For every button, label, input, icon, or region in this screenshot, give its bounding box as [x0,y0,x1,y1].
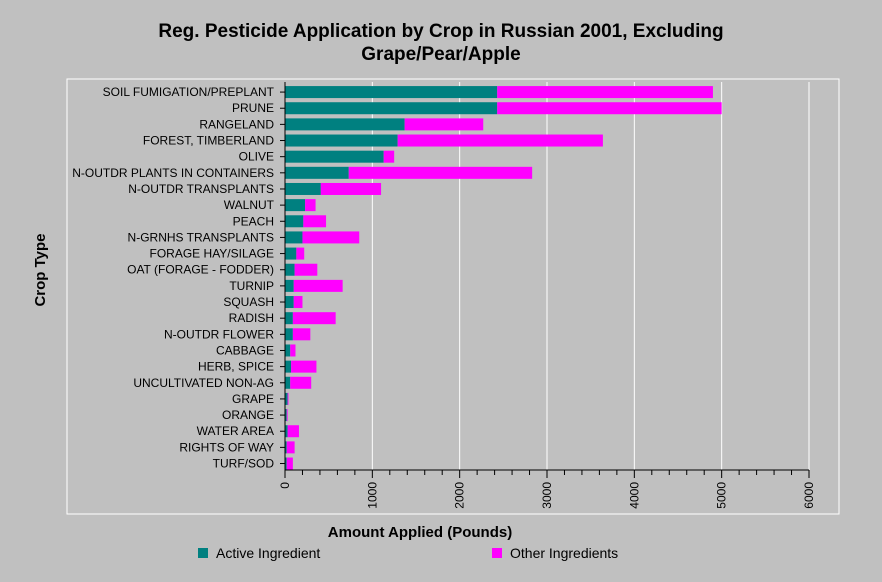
gridlines [371,82,810,470]
x-axis-label: Amount Applied (Pounds) [328,524,512,541]
bar-other-0 [497,86,713,99]
category-label: WALNUT [224,198,275,212]
category-label: UNCULTIVATED NON-AG [133,376,274,390]
legend: Active Ingredient Other Ingredients [0,545,882,565]
bar-active-23 [285,457,287,470]
axes [280,82,810,478]
x-tick-label: 1000 [365,482,379,509]
bar-other-7 [305,199,316,212]
category-label: SOIL FUMIGATION/PREPLANT [103,85,275,99]
x-tick-label: 2000 [453,482,467,509]
category-label: RADISH [229,311,274,325]
category-label: WATER AREA [197,424,274,438]
bar-active-22 [285,441,287,454]
category-label: N-OUTDR PLANTS IN CONTAINERS [72,166,274,180]
category-labels: SOIL FUMIGATION/PREPLANT PRUNE RANGELAND FO… [72,85,274,470]
bar-other-10 [296,247,305,260]
bar-active-13 [285,296,294,309]
bar-other-5 [348,166,533,179]
category-label: PEACH [233,214,274,228]
bar-active-4 [285,150,384,163]
category-label: RANGELAND [199,117,274,131]
category-label: N-GRNHS TRANSPLANTS [128,230,274,244]
legend-label-active: Active Ingredient [216,545,321,561]
bar-active-5 [285,166,349,179]
category-label: HERB, SPICE [198,360,274,374]
category-label: RIGHTS OF WAY [179,440,274,454]
bar-other-17 [291,360,317,373]
bar-other-16 [290,344,296,357]
x-tick-label: 6000 [802,482,816,509]
x-tick-labels: 0 1000 2000 3000 4000 5000 6000 [278,482,816,509]
chart-title: Reg. Pesticide Application by Crop in Ru… [0,20,882,66]
bar-active-1 [285,102,498,115]
legend-item-active: Active Ingredient [198,545,320,561]
category-label: N-OUTDR FLOWER [164,327,274,341]
bar-active-21 [285,425,288,438]
bar-active-17 [285,360,292,373]
y-axis-label: Crop Type [32,233,49,306]
bar-other-14 [292,312,336,325]
bar-other-4 [383,150,395,163]
bar-other-20 [286,409,288,422]
category-label: PRUNE [232,101,274,115]
bar-active-2 [285,118,405,131]
bar-active-7 [285,199,306,212]
bars [285,86,722,470]
bar-active-10 [285,247,297,260]
legend-swatch-other [492,548,502,558]
category-label: SQUASH [223,295,274,309]
bar-active-11 [285,263,295,276]
bar-active-19 [285,392,288,405]
bar-active-20 [285,409,287,422]
category-label: OAT (FORAGE - FODDER) [127,263,274,277]
x-tick-label: 3000 [540,482,554,509]
bar-other-1 [497,102,722,115]
category-label: FORAGE HAY/SILAGE [150,247,274,261]
bar-active-16 [285,344,291,357]
category-label: CABBAGE [216,343,274,357]
bar-other-3 [397,134,603,147]
bar-active-6 [285,182,321,195]
category-label: N-OUTDR TRANSPLANTS [128,182,274,196]
bar-other-15 [292,328,311,341]
bar-active-12 [285,279,294,292]
category-label: GRAPE [232,392,274,406]
legend-swatch-active [198,548,208,558]
bar-active-14 [285,312,293,325]
category-label: OLIVE [239,150,274,164]
category-label: TURF/SOD [213,457,275,471]
x-tick-label: 4000 [627,482,641,509]
legend-item-other: Other Ingredients [492,545,618,561]
category-label: ORANGE [222,408,274,422]
legend-label-other: Other Ingredients [510,545,619,561]
category-label: TURNIP [229,279,274,293]
bar-other-12 [293,279,343,292]
bar-other-11 [294,263,318,276]
chart-title-line-1: Reg. Pesticide Application by Crop in Ru… [158,21,724,42]
bar-active-0 [285,86,498,99]
bar-other-18 [290,376,312,389]
x-tick-label: 0 [278,482,292,489]
bar-other-19 [287,392,289,405]
bar-other-2 [404,118,484,131]
bar-other-8 [303,215,327,228]
category-label: FOREST, TIMBERLAND [143,134,274,148]
bar-active-15 [285,328,293,341]
bar-other-22 [286,441,295,454]
bar-active-3 [285,134,398,147]
bar-other-21 [287,425,299,438]
bar-active-8 [285,215,304,228]
bar-other-6 [320,182,382,195]
bar-other-9 [302,231,360,244]
bar-other-13 [293,296,303,309]
bar-active-18 [285,376,291,389]
plot-area [66,78,840,515]
bar-other-23 [286,457,293,470]
x-tick-label: 5000 [715,482,729,509]
bar-active-9 [285,231,303,244]
chart-title-line-2: Grape/Pear/Apple [361,44,521,65]
